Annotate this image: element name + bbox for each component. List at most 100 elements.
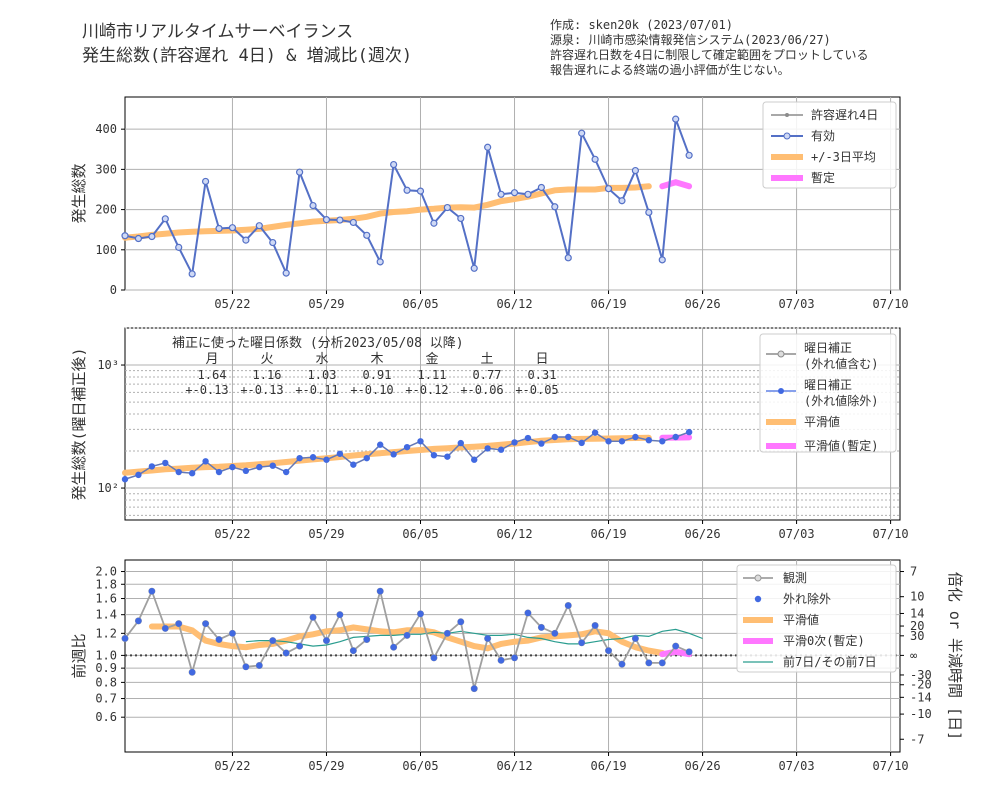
- series-valid-point: [604, 185, 613, 193]
- series-valid-point: [201, 177, 210, 186]
- coef-day-label: 水: [315, 352, 328, 367]
- series-valid-point: [618, 197, 626, 205]
- series-excluded-point: [363, 636, 370, 643]
- series-excluded-point: [376, 587, 384, 595]
- coef-value: 0.91: [363, 368, 392, 382]
- coef-value: 1.64: [198, 368, 227, 382]
- series-valid-point: [672, 115, 680, 123]
- y-tick-label: 400: [95, 122, 117, 136]
- series-excluded-point: [538, 624, 545, 631]
- series-excluded-point: [256, 662, 263, 669]
- series-valid-point: [551, 203, 559, 211]
- series-excluded-point: [511, 654, 518, 662]
- series-valid-point: [175, 243, 183, 251]
- series-excluded-point: [457, 618, 464, 626]
- legend-label: 観測: [783, 571, 807, 585]
- legend-swatch-marker: [777, 350, 785, 358]
- series-corrected-point: [672, 433, 679, 441]
- x-tick-label: 05/22: [214, 759, 250, 773]
- series-corrected-point: [645, 436, 653, 444]
- series-valid-point: [282, 269, 290, 277]
- series-corrected-point: [632, 433, 639, 441]
- x-tick-label: 07/03: [779, 527, 815, 541]
- x-tick-label: 07/03: [779, 297, 815, 311]
- x-tick-label: 05/29: [308, 527, 344, 541]
- series-valid-line: [124, 118, 691, 278]
- coef-value: 0.77: [473, 368, 502, 382]
- y-tick-label: 2.0: [95, 565, 117, 579]
- series-excluded-point: [215, 636, 223, 643]
- legend-3: [736, 564, 897, 673]
- info-line-3: 許容遅れ日数を4日に制限して確定範囲をプロットしている: [550, 48, 869, 62]
- series-valid-point: [390, 160, 398, 169]
- series-excluded-point: [417, 610, 424, 618]
- series-corrected-point: [497, 446, 505, 453]
- series-excluded-point: [188, 669, 196, 676]
- series-valid-point: [403, 186, 411, 194]
- series-valid-point: [242, 236, 250, 244]
- series-excluded-point: [242, 663, 250, 671]
- series-excluded-point: [497, 657, 505, 664]
- series-excluded-point: [632, 635, 639, 642]
- x-tick-label: 06/12: [496, 297, 532, 311]
- series-corrected-point: [135, 471, 142, 479]
- info-line-1: 作成: sken20k (2023/07/01): [550, 18, 733, 32]
- series-excluded-point: [672, 642, 679, 650]
- series-7day-ratio-line: [245, 628, 703, 647]
- series-corrected-point: [242, 467, 250, 475]
- series-valid-point: [685, 151, 693, 159]
- y-tick-label: 1.4: [95, 608, 117, 622]
- series-corrected-point: [202, 458, 209, 465]
- series-excluded-point: [471, 685, 478, 692]
- coef-error: +-0.05: [515, 383, 558, 397]
- coef-day-label: 月: [205, 352, 218, 367]
- coef-title: 補正に使った曜日係数 (分析2023/05/08 以降): [172, 335, 464, 351]
- y-tick-label: 0.9: [95, 661, 117, 675]
- series-valid-point: [349, 218, 357, 227]
- series-excluded-point: [121, 635, 129, 642]
- legend-label: +/-3日平均: [811, 150, 876, 164]
- series-corrected-point: [296, 454, 303, 462]
- series-excluded-point: [605, 647, 612, 654]
- series-excluded-point: [296, 642, 303, 650]
- legend-1: [762, 101, 897, 189]
- series-excluded-point: [403, 632, 411, 639]
- coef-error: +-0.06: [460, 383, 503, 397]
- series-excluded-point: [578, 639, 585, 646]
- series-ratio-smooth-line: [148, 623, 666, 656]
- series-valid-point: [443, 203, 451, 212]
- legend-label: 外れ除外: [783, 591, 831, 606]
- legend-label: 曜日補正: [804, 341, 852, 355]
- legend-label: 平滑値(暫定): [804, 438, 878, 453]
- y-axis-label: 前週比: [70, 633, 88, 678]
- series-corrected-point: [430, 451, 438, 459]
- series-valid-point: [645, 208, 653, 216]
- series-valid-point: [322, 216, 331, 224]
- series-corrected-point: [618, 438, 626, 445]
- series-corrected-point: [471, 456, 478, 463]
- coef-error: +-0.13: [185, 383, 228, 397]
- x-tick-label: 06/26: [684, 297, 720, 311]
- series-corrected-point: [175, 468, 182, 476]
- series-corrected-point: [336, 450, 344, 457]
- series-valid-point: [497, 190, 505, 198]
- title-line-2: 発生総数(許容遅れ 4日) & 増減比(週次): [82, 46, 413, 66]
- y-axis-label: 発生総数(曜日補正後): [70, 347, 88, 500]
- series-excluded-point: [484, 635, 491, 642]
- coef-day-label: 土: [480, 352, 493, 367]
- coef-value: 1.03: [308, 368, 337, 382]
- series-corrected-point: [215, 468, 223, 476]
- coef-error: +-0.12: [405, 383, 448, 397]
- x-tick-label: 06/05: [402, 527, 438, 541]
- series-corrected-point: [538, 440, 545, 447]
- series-valid-point: [269, 238, 277, 247]
- y-tick-label: 10³: [97, 358, 119, 372]
- series-corrected-point: [309, 454, 317, 461]
- legend-swatch-marker: [783, 132, 791, 140]
- legend-label: (外れ値除外): [804, 393, 878, 408]
- series-valid-point: [470, 264, 478, 272]
- series-excluded-point: [229, 630, 236, 637]
- right-tick-label: 10: [910, 590, 924, 604]
- x-tick-label: 07/10: [873, 297, 909, 311]
- series-corrected-point: [269, 462, 276, 469]
